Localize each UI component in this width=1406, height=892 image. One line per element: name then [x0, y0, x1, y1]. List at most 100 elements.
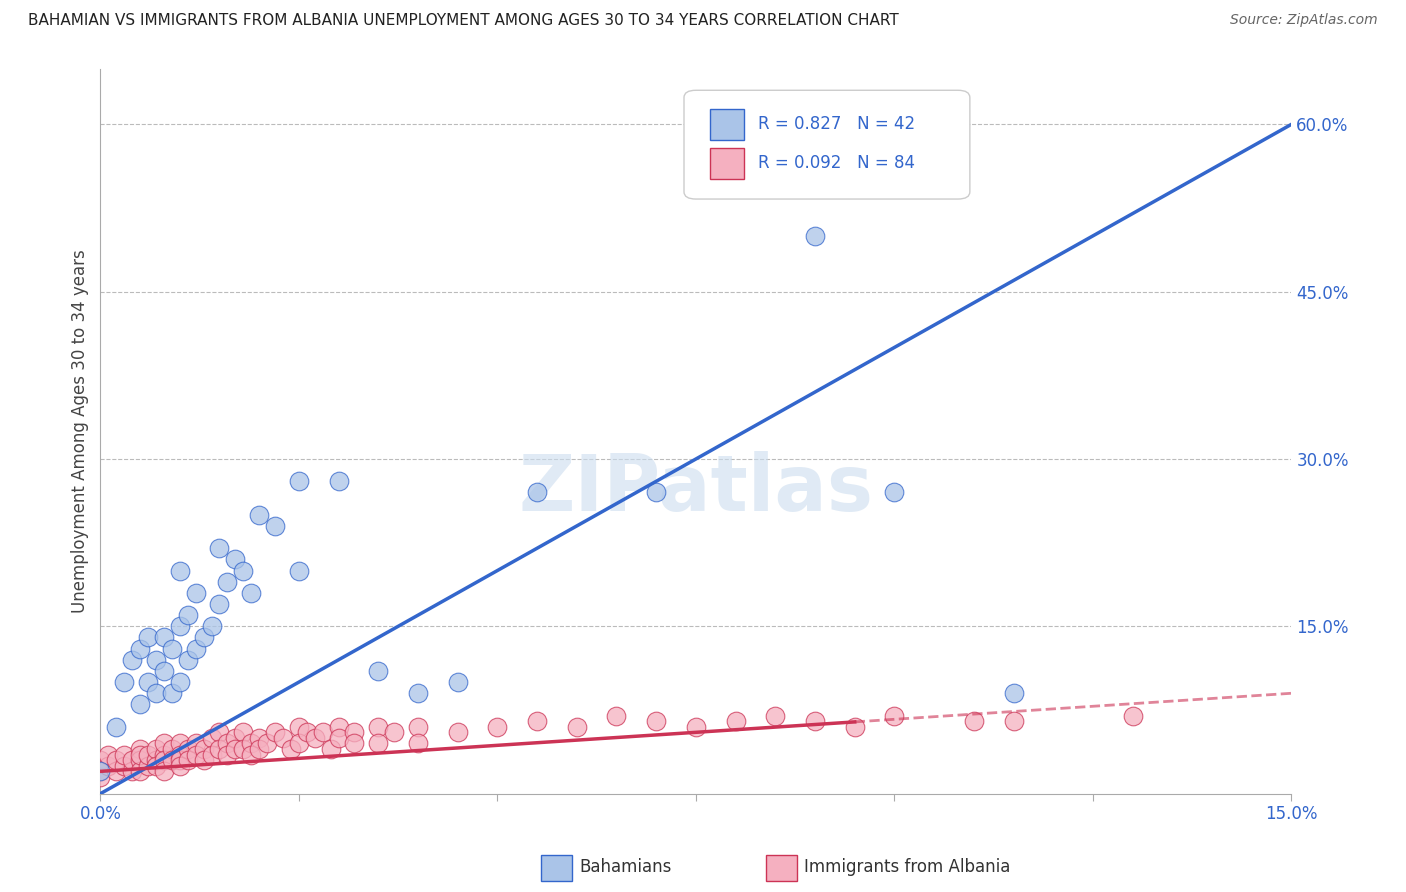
Point — [1002, 686, 1025, 700]
Point — [160, 742, 183, 756]
Point — [645, 485, 668, 500]
Point — [367, 664, 389, 678]
Point — [89, 764, 111, 779]
Point — [447, 725, 470, 739]
Point — [153, 736, 176, 750]
Point — [328, 720, 350, 734]
Point — [129, 641, 152, 656]
Point — [328, 731, 350, 745]
Point — [121, 753, 143, 767]
Point — [208, 725, 231, 739]
Point — [382, 725, 405, 739]
FancyBboxPatch shape — [683, 90, 970, 199]
Text: BAHAMIAN VS IMMIGRANTS FROM ALBANIA UNEMPLOYMENT AMONG AGES 30 TO 34 YEARS CORRE: BAHAMIAN VS IMMIGRANTS FROM ALBANIA UNEM… — [28, 13, 898, 29]
Point — [89, 770, 111, 784]
Point — [312, 725, 335, 739]
Point — [264, 519, 287, 533]
Point — [136, 675, 159, 690]
Point — [169, 564, 191, 578]
Point — [160, 641, 183, 656]
Point — [89, 764, 111, 779]
Point — [145, 759, 167, 773]
Point — [184, 641, 207, 656]
Point — [160, 753, 183, 767]
Point — [193, 631, 215, 645]
Text: Source: ZipAtlas.com: Source: ZipAtlas.com — [1230, 13, 1378, 28]
Point — [145, 753, 167, 767]
Point — [217, 574, 239, 589]
Point — [763, 708, 786, 723]
Point — [288, 736, 311, 750]
Point — [343, 725, 366, 739]
Point — [105, 764, 128, 779]
Point — [526, 485, 548, 500]
Point — [963, 714, 986, 728]
Point — [193, 742, 215, 756]
Point — [184, 747, 207, 762]
Point — [264, 725, 287, 739]
Point — [169, 753, 191, 767]
Point — [112, 759, 135, 773]
Point — [129, 742, 152, 756]
Point — [526, 714, 548, 728]
Point — [217, 747, 239, 762]
Point — [208, 742, 231, 756]
Point — [406, 686, 429, 700]
Point — [169, 747, 191, 762]
Point — [724, 714, 747, 728]
Point — [129, 698, 152, 712]
Point — [271, 731, 294, 745]
Point — [112, 675, 135, 690]
Point — [232, 725, 254, 739]
Point — [136, 759, 159, 773]
Point — [200, 747, 222, 762]
Text: ZIPatlas: ZIPatlas — [519, 451, 873, 527]
Point — [224, 552, 246, 566]
Point — [136, 747, 159, 762]
Point — [256, 736, 278, 750]
Point — [447, 675, 470, 690]
Point — [328, 475, 350, 489]
Point — [153, 747, 176, 762]
Point — [145, 742, 167, 756]
Point — [565, 720, 588, 734]
Point — [176, 653, 198, 667]
Point — [288, 720, 311, 734]
Point — [406, 736, 429, 750]
Point — [247, 508, 270, 522]
Point — [153, 764, 176, 779]
Point — [1002, 714, 1025, 728]
Point — [145, 686, 167, 700]
Point — [280, 742, 302, 756]
FancyBboxPatch shape — [710, 148, 744, 178]
FancyBboxPatch shape — [710, 109, 744, 139]
Point — [200, 619, 222, 633]
Point — [121, 764, 143, 779]
Point — [208, 541, 231, 556]
Text: Immigrants from Albania: Immigrants from Albania — [804, 858, 1011, 876]
Point — [200, 731, 222, 745]
Point — [176, 608, 198, 623]
Point — [176, 742, 198, 756]
Point — [112, 747, 135, 762]
Point — [169, 759, 191, 773]
Text: R = 0.092   N = 84: R = 0.092 N = 84 — [758, 153, 915, 172]
Point — [883, 708, 905, 723]
Point — [184, 736, 207, 750]
Point — [232, 564, 254, 578]
Point — [105, 753, 128, 767]
Point — [240, 736, 263, 750]
Point — [1122, 708, 1144, 723]
Point — [685, 720, 707, 734]
Point — [129, 747, 152, 762]
Point — [240, 747, 263, 762]
Point — [153, 753, 176, 767]
Y-axis label: Unemployment Among Ages 30 to 34 years: Unemployment Among Ages 30 to 34 years — [72, 249, 89, 613]
Point — [343, 736, 366, 750]
Text: R = 0.827   N = 42: R = 0.827 N = 42 — [758, 115, 915, 133]
Point — [288, 564, 311, 578]
Point — [160, 686, 183, 700]
Point — [136, 631, 159, 645]
Point — [97, 747, 120, 762]
Point — [121, 653, 143, 667]
